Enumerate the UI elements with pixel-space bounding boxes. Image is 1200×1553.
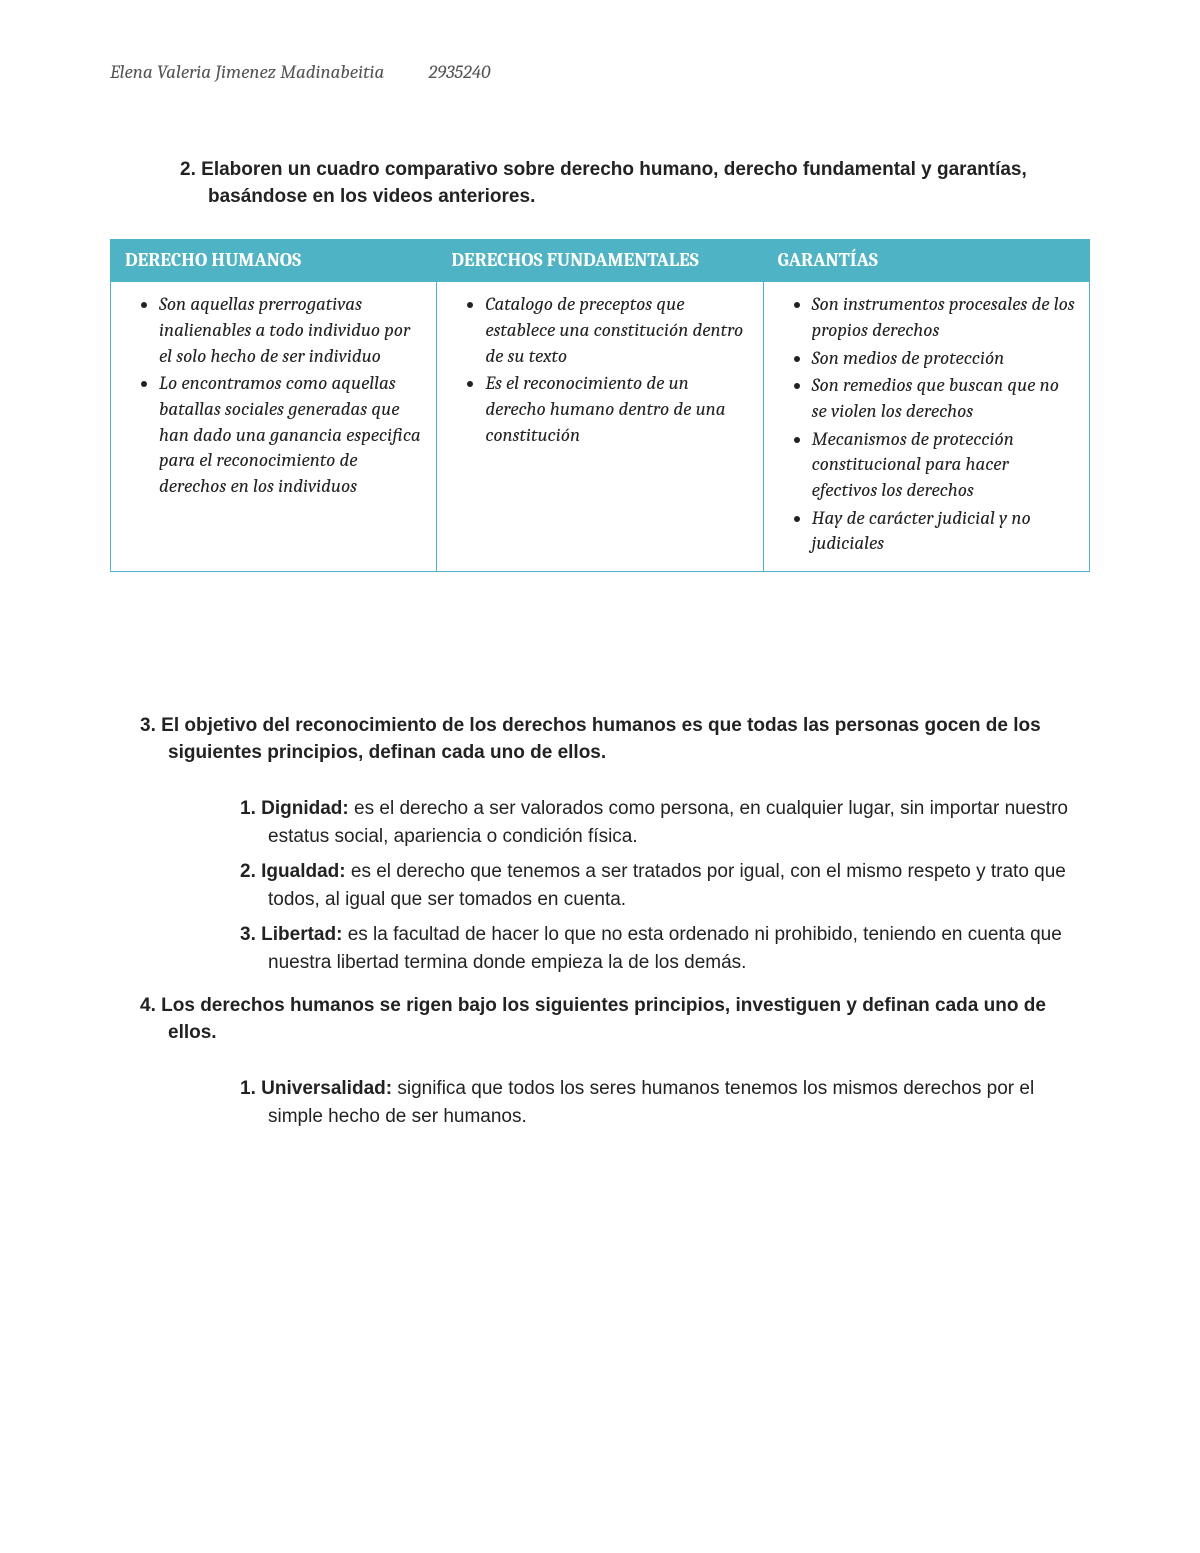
question-4: 4. Los derechos humanos se rigen bajo lo… — [140, 992, 1090, 1047]
question-4-items: 1. Universalidad: significa que todos lo… — [240, 1075, 1090, 1132]
list-item: Son aquellas prerrogativas inalienables … — [159, 292, 424, 369]
list-item: Son instrumentos procesales de los propi… — [812, 292, 1077, 343]
question-3-text: El objetivo del reconocimiento de los de… — [161, 715, 1041, 764]
table-header-row: DERECHO HUMANOS DERECHOS FUNDAMENTALES G… — [111, 239, 1090, 282]
item-definition: es el derecho a ser valorados como perso… — [268, 798, 1068, 848]
page-header: Elena Valeria Jimenez Madinabeitia 29352… — [110, 60, 1090, 86]
list-item: Catalogo de preceptos que establece una … — [485, 292, 750, 369]
table-header-garantias: GARANTÍAS — [763, 239, 1089, 282]
cell-derecho-humanos: Son aquellas prerrogativas inalienables … — [111, 282, 437, 571]
question-3: 3. El objetivo del reconocimiento de los… — [140, 712, 1090, 767]
item-term: Universalidad: — [261, 1078, 392, 1099]
question-3-items: 1. Dignidad: es el derecho a ser valorad… — [240, 795, 1090, 978]
question-4-text: Los derechos humanos se rigen bajo los s… — [161, 995, 1046, 1044]
list-item: Son medios de protección — [812, 346, 1077, 372]
item-definition: es el derecho que tenemos a ser tratados… — [268, 861, 1066, 911]
list-item: Lo encontramos como aquellas batallas so… — [159, 371, 424, 499]
list-item: 1. Dignidad: es el derecho a ser valorad… — [240, 795, 1090, 852]
list-item: 3. Libertad: es la facultad de hacer lo … — [240, 921, 1090, 978]
table-row: Son aquellas prerrogativas inalienables … — [111, 282, 1090, 571]
item-term: Igualdad: — [261, 861, 345, 882]
list-item: Mecanismos de protección constitucional … — [812, 427, 1077, 504]
question-4-number: 4. — [140, 995, 156, 1016]
list-item: Es el reconocimiento de un derecho human… — [485, 371, 750, 448]
cell-garantias: Son instrumentos procesales de los propi… — [763, 282, 1089, 571]
item-number: 1. — [240, 798, 256, 819]
question-3-number: 3. — [140, 715, 156, 736]
list-item: Son remedios que buscan que no se violen… — [812, 373, 1077, 424]
cell-derechos-fundamentales: Catalogo de preceptos que establece una … — [437, 282, 763, 571]
item-definition: es la facultad de hacer lo que no esta o… — [268, 924, 1062, 974]
list-item: 2. Igualdad: es el derecho que tenemos a… — [240, 858, 1090, 915]
author-id: 2935240 — [429, 61, 491, 83]
table-header-derecho-humanos: DERECHO HUMANOS — [111, 239, 437, 282]
item-number: 2. — [240, 861, 256, 882]
question-2: 2. Elaboren un cuadro comparativo sobre … — [180, 156, 1090, 211]
author-name: Elena Valeria Jimenez Madinabeitia — [110, 61, 384, 83]
comparative-table: DERECHO HUMANOS DERECHOS FUNDAMENTALES G… — [110, 239, 1090, 572]
list-item: Hay de carácter judicial y no judiciales — [812, 506, 1077, 557]
question-2-number: 2. — [180, 159, 196, 180]
question-2-text: Elaboren un cuadro comparativo sobre der… — [201, 159, 1027, 208]
item-number: 1. — [240, 1078, 256, 1099]
list-item: 1. Universalidad: significa que todos lo… — [240, 1075, 1090, 1132]
item-number: 3. — [240, 924, 256, 945]
table-header-derechos-fundamentales: DERECHOS FUNDAMENTALES — [437, 239, 763, 282]
item-term: Libertad: — [261, 924, 342, 945]
item-term: Dignidad: — [261, 798, 349, 819]
